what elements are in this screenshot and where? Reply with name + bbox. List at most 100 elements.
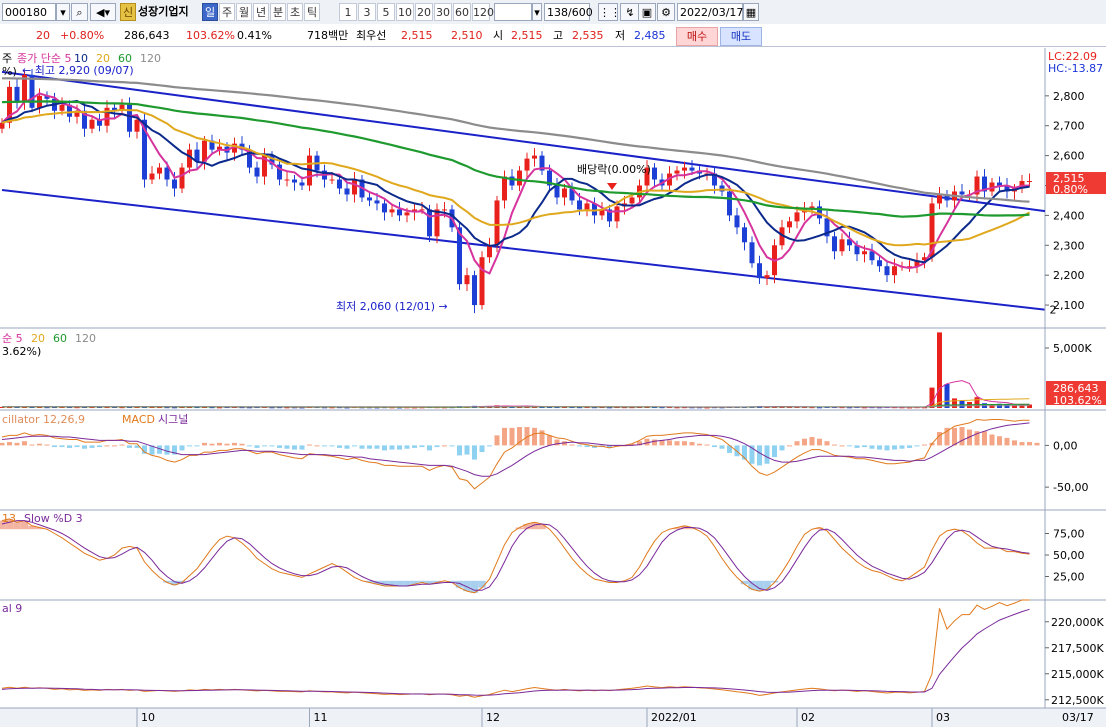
calendar-icon[interactable]: ▦ <box>743 3 759 21</box>
code-dropdown-icon[interactable]: ▾ <box>56 3 70 21</box>
candle-body <box>164 167 170 180</box>
period-tab-5[interactable]: 초 <box>287 3 303 21</box>
volume-scale-label: 3.62%) <box>2 345 41 358</box>
candle-body <box>517 170 522 186</box>
candle-body <box>667 173 672 186</box>
stochastic-overbought-fill <box>13 522 21 530</box>
price-tick-label: 2,800 <box>1053 90 1085 103</box>
ma60-line <box>1 100 1030 218</box>
candle-body <box>404 212 410 216</box>
candle-body <box>74 110 80 117</box>
period-tab-0[interactable]: 일 <box>202 3 218 21</box>
stochastic-tick-label: 50,00 <box>1053 549 1085 562</box>
volume-bar <box>667 407 672 409</box>
macd-histogram-bar <box>862 445 867 448</box>
price-scale-label: %) <box>2 65 17 78</box>
gear-icon[interactable]: ⚙ <box>657 3 675 21</box>
stochastic-oversold-fill <box>170 580 179 586</box>
macd-histogram-bar <box>314 445 320 447</box>
volume-bar <box>659 407 665 409</box>
interval-dropdown-icon[interactable]: ▾ <box>532 3 542 21</box>
interval-button-120[interactable]: 120 <box>472 3 494 21</box>
volume-bar <box>157 407 162 409</box>
x-axis-bar <box>0 708 1106 727</box>
candle-body <box>427 209 432 237</box>
volume-bar <box>704 407 710 409</box>
candle-body <box>734 215 740 228</box>
save-icon[interactable]: ▣ <box>638 3 656 21</box>
buy-button[interactable]: 매수 <box>676 27 718 46</box>
macd-histogram-bar <box>847 445 852 447</box>
interval-input[interactable] <box>494 3 532 21</box>
data-count[interactable]: 138/600 <box>544 3 593 21</box>
volume-bar <box>74 407 80 409</box>
macd-histogram-bar <box>697 443 702 446</box>
price-tick-label: 2,200 <box>1053 269 1085 282</box>
macd-histogram-bar <box>547 435 552 446</box>
volume-bar <box>697 407 702 409</box>
price-legend-item: 120 <box>140 52 161 65</box>
macd-histogram-bar <box>112 445 117 447</box>
period-tab-2[interactable]: 월 <box>236 3 252 21</box>
stock-code-input[interactable]: 000180 <box>2 3 56 21</box>
volume-bar <box>284 407 290 409</box>
volume-bar <box>652 407 657 409</box>
search-icon[interactable]: ⌕ <box>71 3 88 21</box>
interval-button-1[interactable]: 1 <box>339 3 357 21</box>
sell-button[interactable]: 매도 <box>720 27 762 46</box>
macd-histogram-bar <box>14 442 20 446</box>
period-tab-3[interactable]: 년 <box>253 3 269 21</box>
x-axis-label: 10 <box>141 711 155 724</box>
candle-body <box>779 227 785 246</box>
macd-histogram-bar <box>74 445 80 448</box>
candle-body <box>652 167 657 180</box>
macd-histogram-bar <box>29 444 35 446</box>
macd-histogram-bar <box>194 445 200 447</box>
x-axis-label: 11 <box>314 711 328 724</box>
grid-icon[interactable]: ⋮⋮ <box>598 3 621 21</box>
candle-body <box>367 197 372 201</box>
obv-tick-label: 217,500K <box>1051 642 1104 655</box>
macd-histogram-bar <box>299 445 305 450</box>
ask-price: 2,515 <box>401 29 433 42</box>
macd-histogram-bar <box>704 444 710 446</box>
macd-histogram-bar <box>254 445 260 448</box>
volume-bar <box>839 407 845 409</box>
candle-body <box>974 176 980 195</box>
candle-body <box>44 95 50 99</box>
interval-button-30[interactable]: 30 <box>434 3 452 21</box>
macd-histogram-bar <box>0 442 5 446</box>
volume-bar <box>622 407 627 409</box>
candle-body <box>509 176 515 186</box>
interval-button-3[interactable]: 3 <box>358 3 376 21</box>
interval-button-5[interactable]: 5 <box>377 3 395 21</box>
candle-body <box>764 275 770 279</box>
macd-histogram-bar <box>644 438 650 446</box>
speaker-icon[interactable]: ◀▾ <box>90 3 116 21</box>
candle-body <box>464 275 470 285</box>
period-tab-6[interactable]: 틱 <box>304 3 320 21</box>
interval-button-60[interactable]: 60 <box>453 3 471 21</box>
macd-legend-item: MACD <box>122 413 155 426</box>
period-tab-4[interactable]: 분 <box>270 3 286 21</box>
candle-body <box>329 179 335 181</box>
ma120-line <box>2 77 1030 203</box>
stochastic-overbought-fill <box>0 520 6 530</box>
stochastic-overbought-fill <box>538 524 546 530</box>
macd-histogram-bar <box>742 445 747 460</box>
date-input[interactable]: 2022/03/17 <box>677 3 743 21</box>
macd-histogram-bar <box>764 445 770 464</box>
low-label: 저 <box>615 29 626 42</box>
interval-button-20[interactable]: 20 <box>415 3 433 21</box>
interval-button-10[interactable]: 10 <box>396 3 414 21</box>
turnover-rate: 0.41% <box>237 29 272 42</box>
volume-bar <box>104 407 110 409</box>
volume-bar <box>1012 405 1017 408</box>
candle-body <box>787 221 792 228</box>
x-axis-label: 12 <box>486 711 500 724</box>
volume-last-box <box>1046 381 1106 405</box>
macd-histogram-bar <box>532 427 537 446</box>
period-tab-1[interactable]: 주 <box>219 3 235 21</box>
volume-bar <box>359 407 365 409</box>
